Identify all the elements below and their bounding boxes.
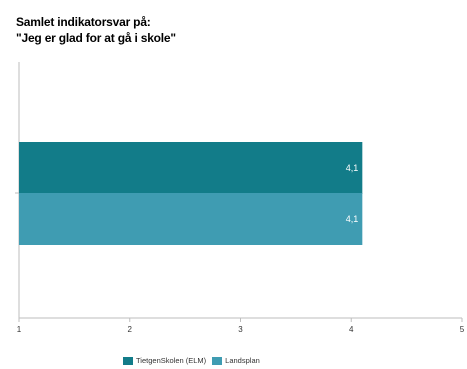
bar-series-1 xyxy=(19,193,363,245)
x-tick-label-4: 4 xyxy=(349,325,354,334)
chart-subtitle: "Jeg er glad for at gå i skole" xyxy=(16,31,176,45)
x-tick-label-2: 2 xyxy=(128,325,133,334)
legend-item-series-0: TietgenSkolen (ELM) xyxy=(123,356,206,365)
legend-item-series-1: Landsplan xyxy=(212,356,260,365)
bar-chart: 1 2 3 4 5 4,1 4,1 xyxy=(15,62,465,334)
x-tick-label-5: 5 xyxy=(460,325,465,334)
x-tick-label-1: 1 xyxy=(17,325,22,334)
data-label-series-0: 4,1 xyxy=(346,163,359,173)
legend-swatch-series-1 xyxy=(212,356,223,365)
bar-series-0 xyxy=(19,142,363,194)
chart-title: Samlet indikatorsvar på: xyxy=(16,15,151,29)
chart-title-block: Samlet indikatorsvar på: "Jeg er glad fo… xyxy=(16,14,176,46)
legend-label-series-0: TietgenSkolen (ELM) xyxy=(136,356,207,365)
legend: TietgenSkolen (ELM) Landsplan xyxy=(123,356,260,365)
data-label-series-1: 4,1 xyxy=(346,214,359,224)
legend-label-series-1: Landsplan xyxy=(225,356,260,365)
legend-swatch-series-0 xyxy=(123,356,133,365)
x-tick-label-3: 3 xyxy=(238,325,243,334)
